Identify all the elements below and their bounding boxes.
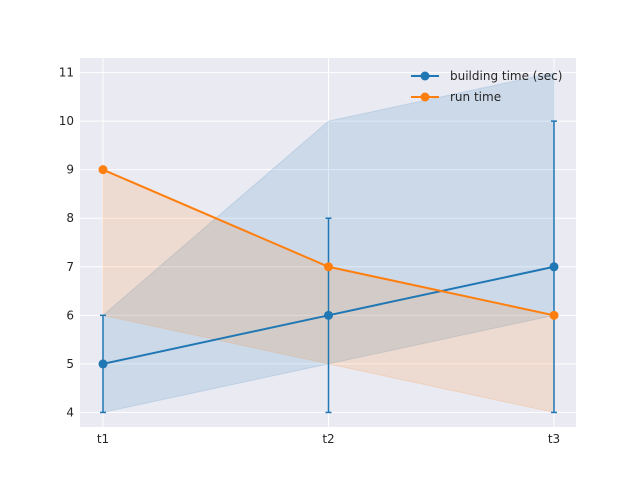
x-tick-label: t2	[322, 432, 334, 446]
data-point-1-1	[324, 262, 333, 272]
data-point-1-0	[98, 165, 108, 175]
y-tick-label: 10	[59, 114, 74, 128]
y-tick-label: 11	[59, 66, 74, 80]
x-tick-labels: t1 t2 t3	[97, 432, 560, 446]
y-tick-label: 4	[66, 405, 74, 419]
data-point-0-1	[324, 310, 333, 320]
y-tick-label: 9	[66, 163, 74, 177]
y-tick-label: 8	[66, 211, 74, 225]
legend-label-0: building time (sec)	[450, 69, 562, 83]
data-point-0-0	[98, 359, 108, 369]
legend-label-1: run time	[450, 90, 501, 104]
series-points	[98, 165, 559, 369]
x-tick-label: t1	[97, 432, 109, 446]
y-tick-labels: 4 5 6 7 8 9 10 11	[59, 66, 74, 420]
y-tick-label: 6	[66, 308, 74, 322]
y-tick-label: 7	[66, 260, 74, 274]
legend-marker-0	[420, 71, 430, 81]
x-tick-label: t3	[548, 432, 560, 446]
data-point-1-2	[549, 310, 559, 320]
legend-marker-1	[420, 92, 430, 102]
legend: building time (sec) run time	[411, 69, 562, 104]
y-tick-label: 5	[66, 357, 74, 371]
data-point-0-2	[549, 262, 559, 272]
